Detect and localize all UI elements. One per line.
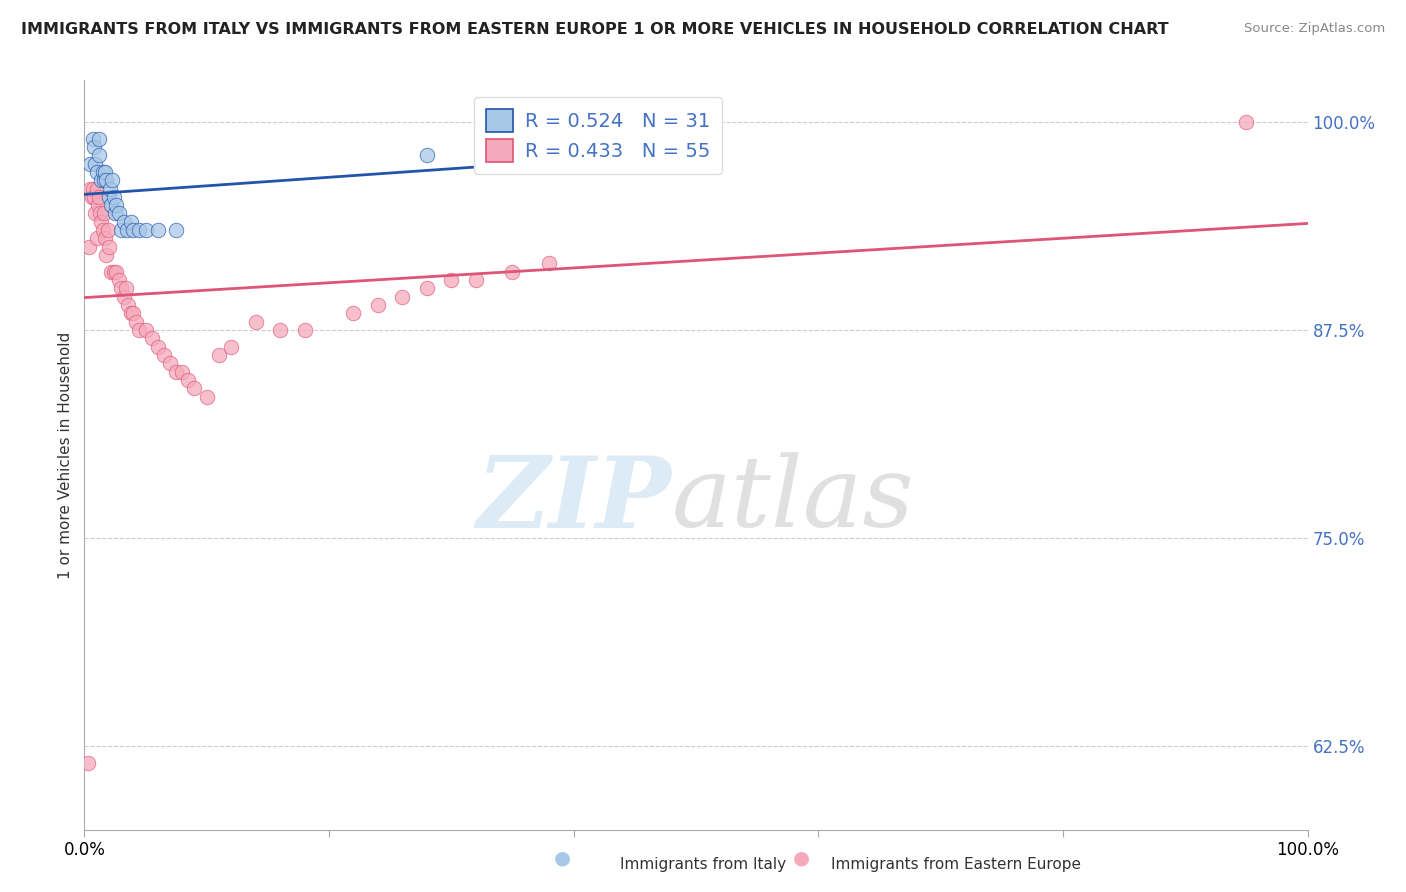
Point <box>79 181 101 195</box>
Point <box>100 265 122 279</box>
Point <box>128 223 150 237</box>
Point <box>98 181 121 195</box>
Point <box>90 173 112 187</box>
Point <box>440 273 463 287</box>
Text: atlas: atlas <box>672 452 914 548</box>
Point <box>93 173 115 187</box>
Point <box>342 306 364 320</box>
Point <box>86 165 108 179</box>
Point <box>86 231 108 245</box>
Point <box>177 373 200 387</box>
Point <box>82 181 104 195</box>
Point <box>103 190 125 204</box>
Point <box>219 340 242 354</box>
Point <box>86 181 108 195</box>
Point <box>208 348 231 362</box>
Point <box>84 206 107 220</box>
Point <box>367 298 389 312</box>
Point <box>103 265 125 279</box>
Point <box>172 365 194 379</box>
Point <box>101 173 124 187</box>
Point <box>89 206 111 220</box>
Point <box>110 281 132 295</box>
Point <box>83 140 105 154</box>
Point <box>105 265 128 279</box>
Point <box>79 156 101 170</box>
Point <box>117 298 139 312</box>
Point <box>93 206 115 220</box>
Text: IMMIGRANTS FROM ITALY VS IMMIGRANTS FROM EASTERN EUROPE 1 OR MORE VEHICLES IN HO: IMMIGRANTS FROM ITALY VS IMMIGRANTS FROM… <box>21 22 1168 37</box>
Text: ●: ● <box>793 848 810 867</box>
Point <box>107 206 129 220</box>
Point <box>135 223 157 237</box>
Point <box>94 231 117 245</box>
Point <box>105 198 128 212</box>
Point <box>122 223 145 237</box>
Point <box>87 198 110 212</box>
Point <box>90 215 112 229</box>
Point <box>87 190 110 204</box>
Point <box>104 206 127 220</box>
Point <box>153 348 176 362</box>
Point <box>1236 115 1258 129</box>
Point <box>502 265 524 279</box>
Point <box>195 390 218 404</box>
Point <box>464 273 486 287</box>
Point <box>97 190 120 204</box>
Point <box>94 165 117 179</box>
Legend: R = 0.524   N = 31, R = 0.433   N = 55: R = 0.524 N = 31, R = 0.433 N = 55 <box>474 97 721 174</box>
Text: Source: ZipAtlas.com: Source: ZipAtlas.com <box>1244 22 1385 36</box>
Point <box>107 273 129 287</box>
Point <box>91 223 114 237</box>
Point <box>135 323 157 337</box>
Point <box>115 281 138 295</box>
Point <box>80 190 103 204</box>
Point <box>115 223 138 237</box>
Point <box>120 215 142 229</box>
Text: Immigrants from Eastern Europe: Immigrants from Eastern Europe <box>831 857 1081 872</box>
Point <box>97 240 120 254</box>
Point <box>83 190 105 204</box>
Point <box>165 223 187 237</box>
Point <box>97 223 120 237</box>
Point <box>269 323 291 337</box>
Point <box>146 223 169 237</box>
Point <box>96 173 118 187</box>
Point <box>391 290 413 304</box>
Point <box>477 131 499 145</box>
Point <box>77 240 100 254</box>
Point <box>125 315 148 329</box>
Text: Immigrants from Italy: Immigrants from Italy <box>620 857 786 872</box>
Point <box>82 131 104 145</box>
Text: ●: ● <box>554 848 571 867</box>
Point <box>146 340 169 354</box>
Point <box>87 131 110 145</box>
Point <box>120 306 142 320</box>
Point <box>122 306 145 320</box>
Point <box>112 290 135 304</box>
Point <box>294 323 316 337</box>
Point <box>100 198 122 212</box>
Point <box>84 156 107 170</box>
Point <box>91 165 114 179</box>
Point <box>96 248 118 262</box>
Text: ZIP: ZIP <box>477 451 672 548</box>
Y-axis label: 1 or more Vehicles in Household: 1 or more Vehicles in Household <box>58 331 73 579</box>
Point <box>183 381 205 395</box>
Point <box>538 256 561 270</box>
Point <box>416 281 439 295</box>
Point <box>87 148 110 162</box>
Point <box>141 331 163 345</box>
Point <box>416 148 439 162</box>
Point <box>128 323 150 337</box>
Point <box>159 356 181 370</box>
Point <box>77 756 100 770</box>
Point <box>110 223 132 237</box>
Point <box>245 315 267 329</box>
Point <box>112 215 135 229</box>
Point <box>165 365 187 379</box>
